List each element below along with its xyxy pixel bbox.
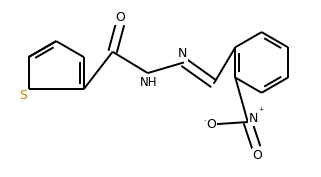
Text: ⁻: ⁻ [204, 118, 209, 128]
Text: O: O [115, 11, 125, 24]
Text: O: O [252, 149, 262, 162]
Text: N: N [248, 112, 258, 125]
Text: ⁺: ⁺ [258, 107, 263, 118]
Text: NH: NH [140, 76, 158, 89]
Text: S: S [19, 89, 27, 102]
Text: O: O [207, 118, 217, 131]
Text: N: N [178, 47, 187, 60]
